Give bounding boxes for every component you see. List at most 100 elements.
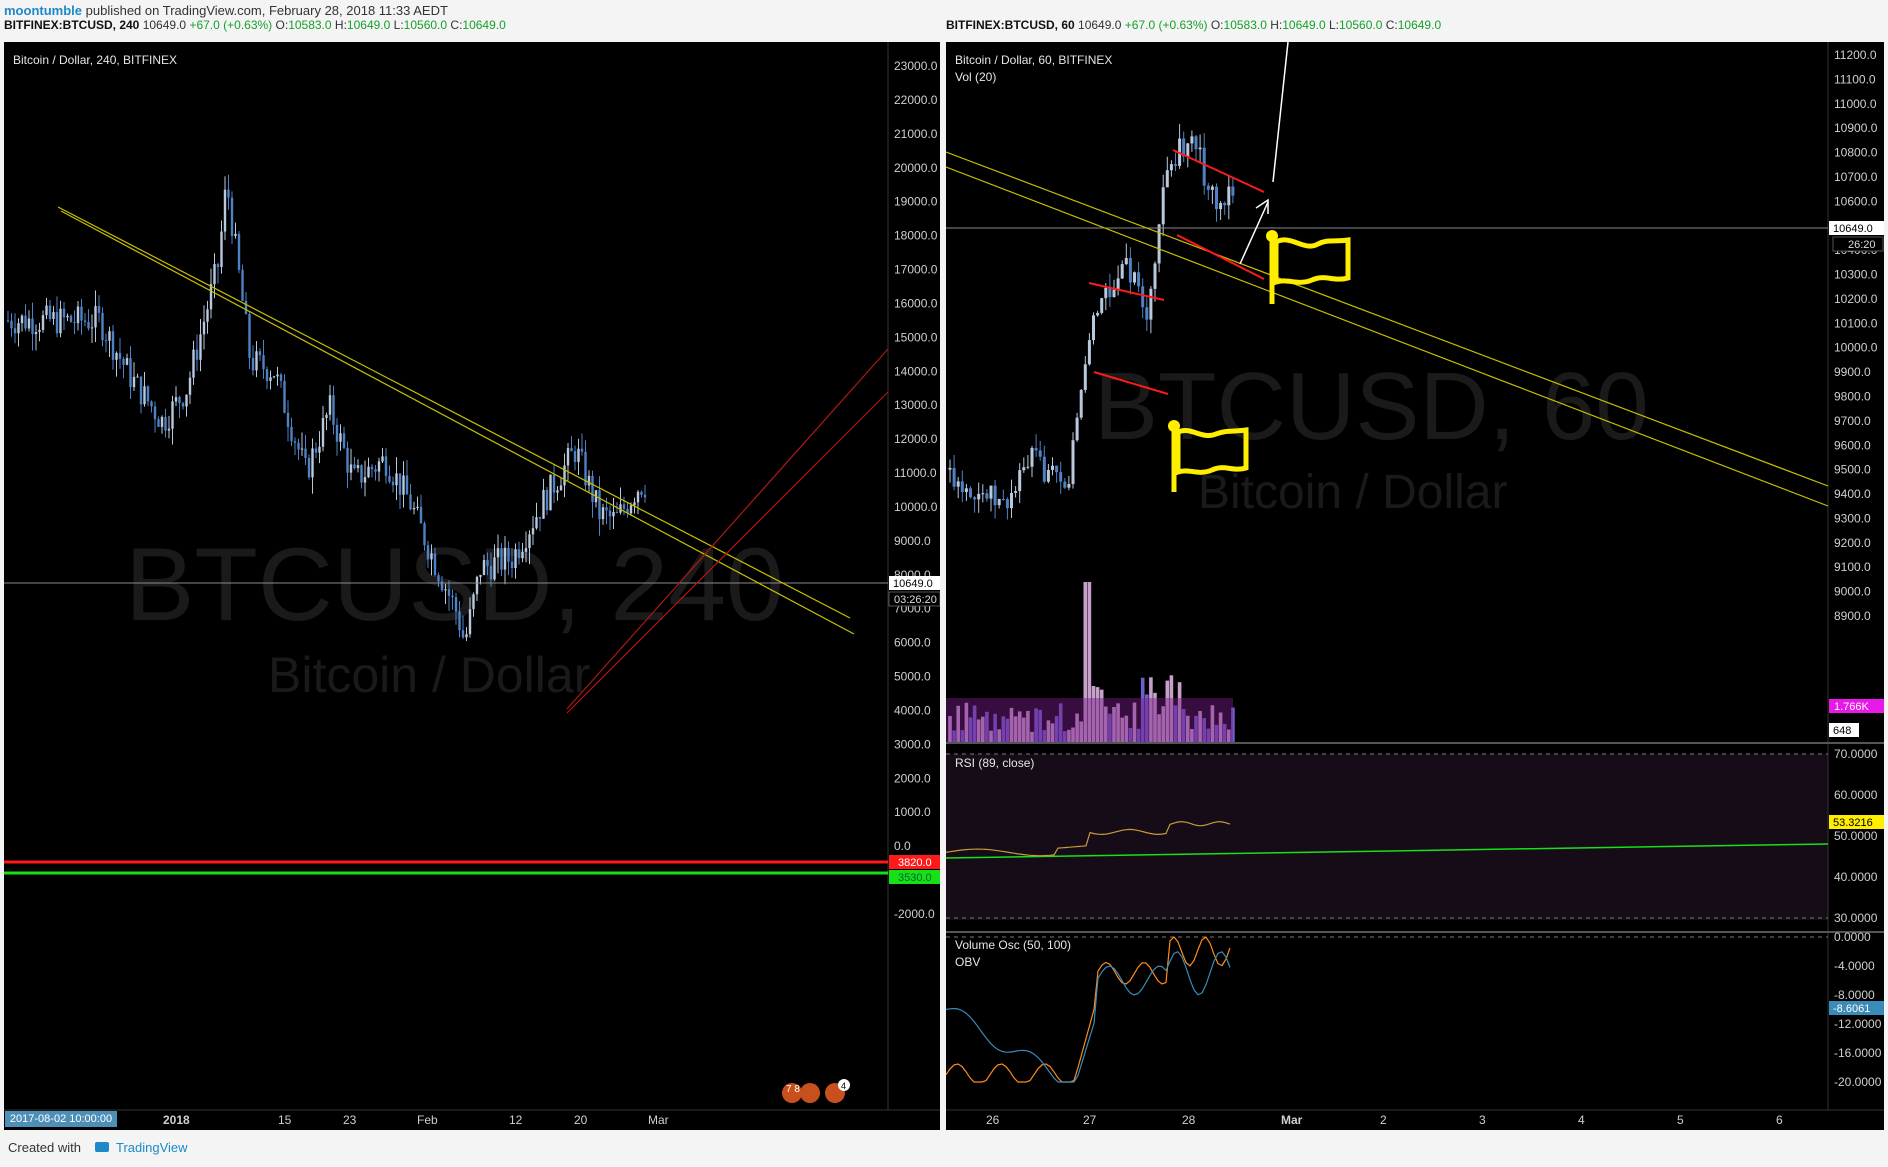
volume-bar: [1022, 717, 1026, 742]
volume-bar: [1013, 716, 1018, 742]
vol-label: Vol (20): [955, 70, 997, 84]
right-chart-panel[interactable]: BTCUSD, 60 Bitcoin / Dollar 11200.0 11100…: [946, 42, 1884, 1130]
right-candle-body: [964, 488, 968, 493]
left-candle-body: [472, 594, 475, 610]
volume-bar: [1046, 720, 1051, 742]
right-symbol-line: BITFINEX:BTCUSD, 60 10649.0 +67.0 (+0.63…: [946, 18, 1442, 32]
right-chart-svg[interactable]: BTCUSD, 60 Bitcoin / Dollar 11200.0 11100…: [946, 42, 1884, 1130]
left-candle-body: [416, 506, 419, 508]
right-price-tag: [1829, 221, 1884, 235]
flag-icon[interactable]: [1266, 230, 1351, 304]
right-x-axis[interactable]: 26 27 28 Mar 2 3 4 5 6: [986, 1113, 1783, 1127]
publish-header: moontumble published on TradingView.com,…: [4, 3, 448, 18]
left-trendline-2[interactable]: [60, 210, 855, 635]
right-candle-body: [1022, 467, 1026, 471]
left-candle-body: [59, 308, 62, 334]
event-badge-icon-2[interactable]: [800, 1083, 820, 1103]
left-candle-body: [304, 448, 307, 459]
flag2-upper-line[interactable]: [1172, 149, 1265, 193]
left-chart-panel[interactable]: BTCUSD, 240 Bitcoin / Dollar 23000.0 2200…: [4, 42, 940, 1130]
volume-bar: [976, 719, 981, 742]
footer: Created with TradingView: [8, 1140, 188, 1155]
created-with-text: Created with: [8, 1140, 81, 1155]
right-price-tag-text: 10649.0: [1833, 223, 1873, 235]
right-y-tick-label: 9300.0: [1834, 511, 1871, 525]
left-candle-body: [353, 464, 356, 469]
right-candle-body: [1087, 340, 1091, 365]
volume-bar: [1067, 729, 1071, 742]
target-line[interactable]: [1272, 42, 1289, 183]
right-y-tick-label: 10300.0: [1834, 268, 1878, 282]
left-channel-lower[interactable]: [566, 391, 889, 714]
left-candle-body: [237, 233, 241, 270]
rsi-y-axis[interactable]: 70.0000 60.0000 50.0000 40.0000 30.0000: [1834, 747, 1878, 925]
green-level-tag-text: 3530.0: [898, 872, 932, 884]
left-trendline-1[interactable]: [57, 206, 851, 619]
tradingview-link[interactable]: TradingView: [116, 1140, 188, 1155]
left-x-axis[interactable]: 2018 15 23 Feb 12 20 Mar: [163, 1113, 669, 1127]
event-badge-icon[interactable]: [782, 1083, 802, 1103]
left-candle-body: [80, 306, 83, 321]
left-y-tick-label: 22000.0: [894, 93, 938, 107]
left-candle-body: [139, 376, 143, 405]
arrow-line[interactable]: [1239, 201, 1269, 265]
left-candle-body: [384, 456, 388, 476]
author-link[interactable]: moontumble: [4, 3, 82, 18]
flag-icon-2[interactable]: [1168, 420, 1249, 492]
left-y-tick-label: 13000.0: [894, 398, 938, 412]
right-trendline-1[interactable]: [946, 151, 1829, 487]
flag1-lower-line[interactable]: [1093, 371, 1169, 395]
left-chart-svg[interactable]: BTCUSD, 240 Bitcoin / Dollar 23000.0 2200…: [4, 42, 940, 1130]
left-candle-body: [542, 489, 545, 519]
volume-bar: [1132, 702, 1137, 742]
left-candle-body: [601, 507, 605, 520]
right-candle-body: [1100, 298, 1104, 313]
right-candles: [948, 124, 1235, 520]
left-y-axis[interactable]: 23000.0 22000.0 21000.0 20000.0 19000.0 18000…: [894, 59, 938, 921]
left-candle-body: [496, 548, 500, 558]
left-crosshair-date-tag: 2017-08-02 10:00:00: [5, 1111, 117, 1127]
left-channel-upper[interactable]: [566, 348, 889, 710]
volume-bar: [968, 717, 973, 742]
left-candle-body: [223, 189, 227, 232]
flag1-upper-line[interactable]: [1088, 282, 1165, 301]
left-candle-body: [363, 477, 367, 483]
volume-bar: [1177, 682, 1182, 742]
red-level-tag-text: 3820.0: [898, 857, 932, 869]
right-countdown-text: 26:20: [1848, 239, 1876, 251]
volume-bar: [1112, 706, 1116, 742]
left-y-tick-label: 9000.0: [894, 534, 931, 548]
left-candle-body: [545, 489, 549, 511]
right-candle-body: [1038, 450, 1042, 457]
left-candle-body: [202, 321, 206, 335]
left-candle-body: [241, 269, 244, 301]
volume-bar: [1153, 692, 1157, 742]
left-candle-body: [150, 401, 153, 407]
volume-bar: [1218, 712, 1223, 742]
obv-line: [946, 951, 1231, 1083]
left-candle-body: [451, 595, 454, 598]
flag2-lower-line[interactable]: [1176, 234, 1265, 280]
left-candle-body: [381, 456, 384, 462]
left-candle-body: [580, 448, 584, 452]
left-y-tick-label: 4000.0: [894, 703, 931, 717]
right-candle-body: [1124, 258, 1128, 265]
left-candle-body: [38, 329, 41, 332]
left-candle-body: [24, 315, 27, 329]
left-y-tick-label: 18000.0: [894, 229, 938, 243]
left-candle-body: [517, 549, 521, 559]
right-y-tick-label: 9700.0: [1834, 414, 1871, 428]
left-candle-body: [419, 506, 423, 524]
left-candle-body: [549, 474, 552, 511]
left-candle-body: [608, 510, 612, 517]
osc-y-axis[interactable]: 0.0000 -4.0000 -8.0000 -12.0000 -16.0000 -20.…: [1834, 930, 1882, 1089]
right-candle-body: [1112, 289, 1116, 298]
right-candle-body: [1014, 491, 1018, 493]
right-y-tick-label: 9900.0: [1834, 365, 1871, 379]
right-candle-body: [1210, 186, 1214, 190]
left-candle-body: [234, 233, 237, 237]
right-y-axis[interactable]: 11200.0 11100.0 11000.0 10900.0 10800.0 10700…: [1834, 48, 1878, 623]
rsi-trendline[interactable]: [946, 843, 1829, 859]
right-trendline-2[interactable]: [946, 166, 1829, 507]
left-candle-body: [297, 442, 300, 450]
